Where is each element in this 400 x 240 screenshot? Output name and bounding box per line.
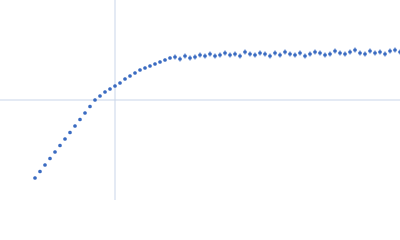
data-point xyxy=(83,111,87,115)
data-point xyxy=(53,150,57,154)
data-point xyxy=(303,54,307,58)
data-point xyxy=(223,51,227,55)
data-point xyxy=(153,62,157,66)
data-point xyxy=(368,49,372,53)
data-point xyxy=(358,51,362,55)
data-point xyxy=(293,53,297,57)
data-point xyxy=(163,58,167,62)
data-point xyxy=(213,54,217,58)
data-point xyxy=(108,87,112,91)
data-point xyxy=(98,94,102,98)
data-point xyxy=(363,52,367,56)
data-point xyxy=(273,51,277,55)
chart xyxy=(0,0,400,200)
data-point xyxy=(233,52,237,56)
data-point xyxy=(193,55,197,59)
data-point xyxy=(268,54,272,58)
data-point xyxy=(93,98,97,102)
data-point xyxy=(88,104,92,109)
data-point xyxy=(253,53,257,57)
data-point xyxy=(338,51,342,55)
data-point xyxy=(393,48,397,52)
data-point xyxy=(33,176,37,180)
data-point xyxy=(68,130,72,135)
data-point xyxy=(188,56,192,60)
data-point xyxy=(243,50,247,54)
data-point xyxy=(258,51,262,55)
data-point xyxy=(218,53,222,57)
data-point xyxy=(323,53,327,57)
data-point xyxy=(58,143,62,148)
data-point xyxy=(318,51,322,55)
data-point xyxy=(383,52,387,56)
data-point xyxy=(288,52,292,56)
data-point xyxy=(158,60,162,64)
data-point xyxy=(278,53,282,57)
data-point xyxy=(388,49,392,53)
data-point xyxy=(43,163,47,167)
data-point xyxy=(308,52,312,56)
data-point xyxy=(138,68,142,72)
data-point xyxy=(198,53,202,57)
data-point xyxy=(328,52,332,56)
data-point xyxy=(263,52,267,56)
data-point xyxy=(78,117,82,122)
data-point xyxy=(208,52,212,56)
data-point xyxy=(173,55,177,59)
data-point xyxy=(48,156,52,161)
data-point xyxy=(118,81,122,85)
data-point xyxy=(73,124,77,128)
data-point xyxy=(168,56,172,60)
page: {"chart_data": {"type": "scatter", "colo… xyxy=(0,0,400,200)
data-point xyxy=(298,51,302,55)
data-point xyxy=(353,48,357,52)
data-point xyxy=(148,64,152,68)
data-point xyxy=(228,53,232,57)
data-point xyxy=(333,49,337,53)
data-point xyxy=(133,71,137,75)
data-point xyxy=(203,54,207,58)
data-point xyxy=(38,169,42,174)
data-point xyxy=(123,77,127,81)
data-point xyxy=(348,50,352,54)
data-point xyxy=(238,54,242,58)
data-point xyxy=(313,50,317,54)
data-point xyxy=(178,57,182,61)
data-point xyxy=(113,84,117,88)
data-point xyxy=(103,90,107,94)
data-point xyxy=(63,137,67,141)
data-point xyxy=(128,74,132,78)
data-point xyxy=(343,52,347,56)
data-point xyxy=(373,51,377,55)
data-point xyxy=(378,50,382,54)
data-point xyxy=(283,50,287,54)
data-point xyxy=(248,52,252,56)
data-point xyxy=(143,66,147,70)
data-point xyxy=(183,54,187,58)
